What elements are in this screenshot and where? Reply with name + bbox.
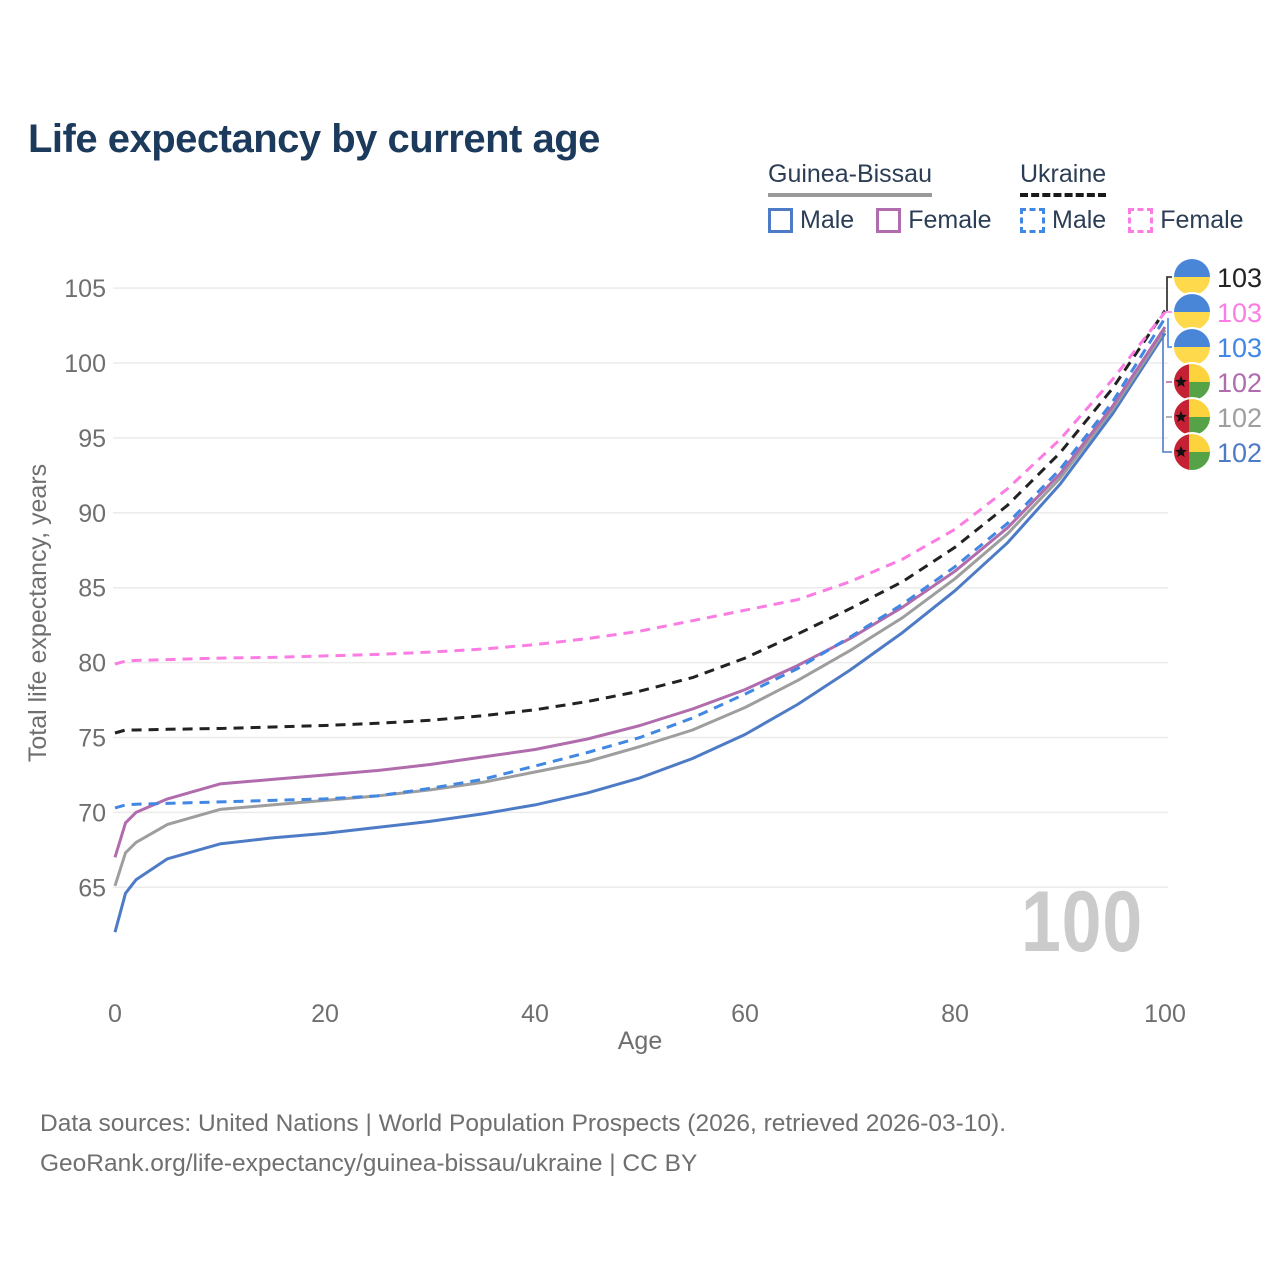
flag-ukraine-icon (1173, 293, 1211, 331)
legend-label-ua-female[interactable]: Female (1160, 206, 1244, 234)
footer-attribution: GeoRank.org/life-expectancy/guinea-bissa… (40, 1150, 698, 1177)
legend-swatch-ua-female[interactable] (1128, 208, 1154, 233)
series-line-ukraine-total[interactable] (114, 309, 1167, 735)
flag-ukraine-icon (1173, 258, 1211, 296)
end-value-label-ukraine-total: 103 (1217, 263, 1262, 293)
flag-ukraine-icon (1173, 328, 1211, 366)
x-tick-label: 80 (941, 1000, 969, 1028)
page-title: Life expectancy by current age (28, 116, 600, 161)
series-line-guinea-bissau-total[interactable] (113, 329, 1167, 887)
y-tick-label: 95 (78, 425, 106, 453)
series-line-guinea-bissau-female[interactable] (113, 326, 1167, 858)
x-tick-label: 0 (108, 1000, 122, 1028)
series-line-ukraine-male[interactable] (114, 317, 1167, 810)
y-axis-title: Total life expectancy, years (24, 464, 52, 762)
series-line-ukraine-female[interactable] (114, 311, 1167, 666)
end-label-connector (1162, 333, 1176, 453)
flag-guinea-bissau-icon (1173, 363, 1211, 401)
legend-swatch-gb-male[interactable] (768, 208, 793, 233)
series-line-guinea-bissau-male[interactable] (113, 332, 1167, 933)
legend-group-guinea-bissau: Guinea-Bissau Male Female (768, 160, 1014, 235)
y-tick-label: 75 (78, 725, 106, 753)
x-axis-title: Age (618, 1027, 662, 1055)
age-counter-watermark: 100 (1021, 874, 1143, 970)
legend-group-ukraine: Ukraine Male Female (1020, 160, 1266, 235)
x-tick-label: 100 (1144, 1000, 1186, 1028)
end-value-label-ukraine-male: 103 (1217, 333, 1262, 363)
y-tick-label: 80 (78, 650, 106, 678)
end-value-label-ukraine-female: 103 (1217, 298, 1262, 328)
end-value-label-guinea-bissau-total: 102 (1217, 403, 1262, 433)
legend-label-gb-female[interactable]: Female (908, 206, 992, 234)
footer: Data sources: United Nations | World Pop… (40, 1104, 1006, 1184)
legend-swatch-gb-female[interactable] (876, 208, 902, 233)
end-value-label-guinea-bissau-male: 102 (1217, 438, 1262, 468)
legend-label-gb-male[interactable]: Male (800, 206, 855, 234)
y-tick-label: 100 (64, 350, 106, 378)
y-tick-label: 105 (64, 275, 106, 303)
end-value-label-guinea-bissau-female: 102 (1217, 368, 1262, 398)
x-tick-label: 20 (311, 1000, 339, 1028)
legend-header-guinea-bissau[interactable]: Guinea-Bissau (768, 160, 932, 197)
legend-label-ua-male[interactable]: Male (1052, 206, 1107, 234)
y-tick-label: 70 (78, 799, 106, 827)
x-tick-label: 60 (731, 1000, 759, 1028)
y-tick-label: 90 (78, 500, 106, 528)
x-tick-label: 40 (521, 1000, 549, 1028)
footer-data-sources: Data sources: United Nations | World Pop… (40, 1110, 1007, 1137)
legend-swatch-ua-male[interactable] (1020, 208, 1045, 233)
y-tick-label: 65 (78, 874, 106, 902)
legend-header-ukraine[interactable]: Ukraine (1020, 160, 1107, 197)
y-tick-label: 85 (78, 575, 106, 603)
